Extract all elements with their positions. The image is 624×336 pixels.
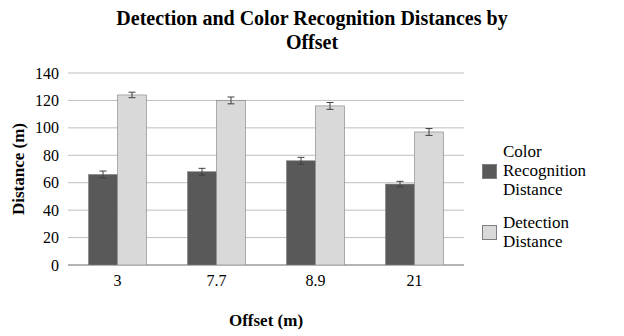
- y-tick-label: 0: [51, 257, 59, 274]
- y-tick-label: 120: [35, 92, 59, 109]
- bar: [89, 174, 118, 265]
- error-stem: [202, 168, 203, 175]
- error-bar: [228, 97, 235, 104]
- x-tick-label: 8.9: [306, 272, 326, 289]
- y-axis-label: Distance (m): [9, 123, 28, 215]
- legend-label: Detection Distance: [503, 213, 615, 251]
- error-cap: [298, 157, 305, 158]
- page: {"chart_data": {"type": "bar", "title": …: [0, 0, 624, 336]
- y-tick-label: 60: [43, 174, 59, 191]
- bar: [118, 95, 147, 265]
- y-tick-label: 40: [43, 202, 59, 219]
- error-cap: [100, 171, 107, 172]
- error-bar: [298, 157, 305, 164]
- legend-swatch: [482, 225, 497, 240]
- error-cap: [397, 181, 404, 182]
- error-stem: [330, 102, 331, 109]
- error-cap: [199, 175, 206, 176]
- error-cap: [327, 102, 334, 103]
- error-cap: [397, 186, 404, 187]
- bar: [287, 161, 316, 265]
- bar: [386, 184, 415, 265]
- error-cap: [199, 168, 206, 169]
- bars: [89, 92, 444, 265]
- grid-line: [68, 73, 464, 74]
- error-stem: [132, 92, 133, 97]
- bar: [188, 172, 217, 265]
- error-stem: [301, 157, 302, 164]
- error-cap: [426, 135, 433, 136]
- error-bar: [426, 129, 433, 136]
- bar: [316, 106, 345, 265]
- x-axis-label: Offset (m): [229, 311, 303, 330]
- bar: [217, 100, 246, 265]
- error-stem: [231, 97, 232, 104]
- legend-swatch: [482, 164, 497, 179]
- y-tick-label: 140: [35, 65, 59, 82]
- y-tick-label: 80: [43, 147, 59, 164]
- x-tick-label: 3: [114, 272, 122, 289]
- error-cap: [228, 103, 235, 104]
- error-cap: [129, 92, 136, 93]
- error-cap: [129, 97, 136, 98]
- error-bar: [129, 92, 136, 97]
- x-tick-label: 21: [407, 272, 423, 289]
- error-bar: [327, 102, 334, 109]
- error-cap: [228, 97, 235, 98]
- error-bar: [199, 168, 206, 175]
- y-tick-label: 20: [43, 229, 59, 246]
- error-bar: [397, 181, 404, 186]
- error-cap: [298, 164, 305, 165]
- bar: [415, 132, 444, 265]
- error-cap: [426, 128, 433, 129]
- legend-label: Color Recognition Distance: [503, 142, 615, 199]
- error-cap: [100, 177, 107, 178]
- error-bar: [100, 171, 107, 178]
- error-cap: [327, 109, 334, 110]
- x-tick-label: 7.7: [207, 272, 227, 289]
- error-stem: [103, 171, 104, 178]
- error-stem: [429, 129, 430, 136]
- error-stem: [400, 181, 401, 186]
- y-tick-label: 100: [35, 119, 59, 136]
- chart-title: Detection and Color Recognition Distance…: [112, 6, 512, 54]
